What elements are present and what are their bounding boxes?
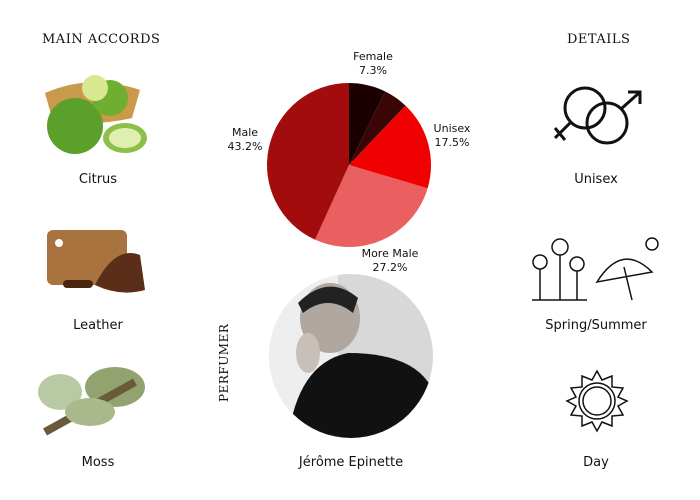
season-icon [532,237,659,301]
pie-label-more-male: More Male 27.2% [361,247,419,274]
pie-slice-female [349,83,386,165]
accord-leather: Leather [73,318,123,333]
detail-season: Spring/Summer [545,318,647,333]
perfumer-title: PERFUMER [217,323,231,402]
detail-time: Day [583,455,609,470]
pie-slice-unlabeled [349,91,406,165]
accord-moss: Moss [81,455,115,470]
bergamot-image [45,75,147,154]
main-accords-title: MAIN ACCORDS [42,32,161,47]
pie-slice-male [267,83,349,240]
pie-slice-unisex [349,105,431,189]
accord-citrus: Citrus [78,172,118,187]
detail-unisex: Unisex [574,172,618,187]
leather-image [47,230,145,293]
pie-label-unisex: Unisex 17.5% [433,122,471,149]
pie-slice-more-male [315,165,428,247]
gender-icon [553,86,642,145]
details-title: DETAILS [567,32,631,47]
moss-image [38,367,145,436]
perfumer-photo [269,274,433,438]
sun-icon [565,369,629,433]
perfumer-name[interactable]: Jérôme Epinette [298,455,404,470]
gender-pie-chart [267,83,431,247]
pie-label-female: Female 7.3% [353,50,393,77]
pie-label-male: Male 43.2% [227,126,263,153]
